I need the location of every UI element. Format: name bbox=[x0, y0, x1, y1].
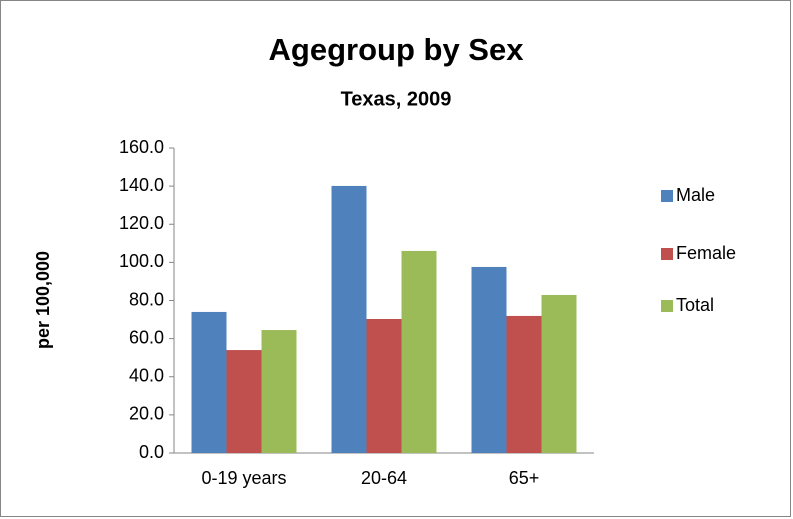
y-tick-label: 0.0 bbox=[139, 442, 164, 462]
legend-swatch bbox=[661, 248, 673, 260]
legend-swatch bbox=[661, 190, 673, 202]
legend-swatch bbox=[661, 300, 673, 312]
y-tick-label: 80.0 bbox=[129, 289, 164, 309]
x-tick-label: 20-64 bbox=[361, 468, 407, 488]
legend-label: Total bbox=[676, 295, 714, 315]
bar bbox=[401, 250, 437, 453]
legend-label: Female bbox=[676, 243, 736, 263]
bar bbox=[366, 318, 402, 453]
bar bbox=[226, 350, 262, 453]
y-tick-label: 120.0 bbox=[119, 213, 164, 233]
chart-subtitle: Texas, 2009 bbox=[341, 88, 452, 110]
y-tick-label: 100.0 bbox=[119, 251, 164, 271]
bar bbox=[191, 311, 227, 453]
y-tick-label: 140.0 bbox=[119, 175, 164, 195]
bar bbox=[506, 315, 542, 453]
y-tick-label: 160.0 bbox=[119, 137, 164, 157]
x-tick-label: 65+ bbox=[509, 468, 540, 488]
bar bbox=[471, 266, 507, 453]
y-tick-label: 60.0 bbox=[129, 327, 164, 347]
y-axis-label: per 100,000 bbox=[33, 251, 53, 349]
y-tick-label: 40.0 bbox=[129, 366, 164, 386]
bar bbox=[331, 185, 367, 453]
bar bbox=[261, 330, 297, 453]
legend-label: Male bbox=[676, 185, 715, 205]
bar bbox=[541, 294, 577, 453]
y-tick-label: 20.0 bbox=[129, 404, 164, 424]
chart-title: Agegroup by Sex bbox=[269, 32, 525, 67]
x-tick-label: 0-19 years bbox=[201, 468, 286, 488]
